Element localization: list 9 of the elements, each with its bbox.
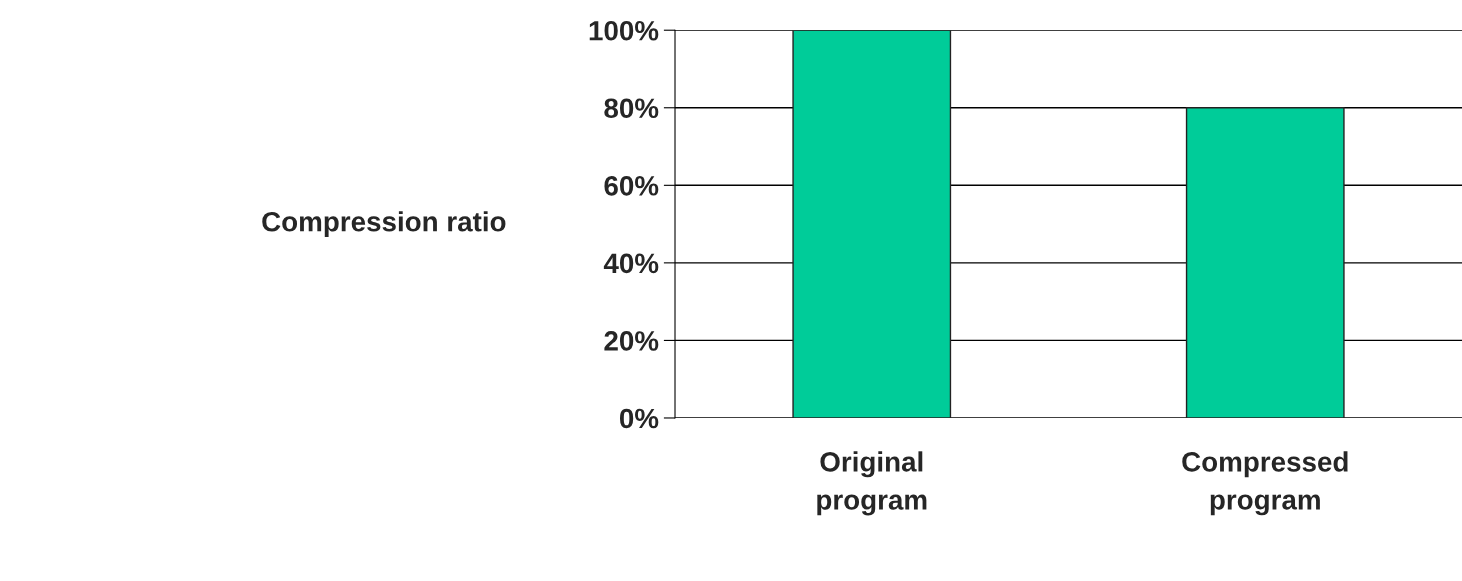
y-tick-label: 40%	[603, 253, 659, 274]
y-tick-label: 60%	[604, 175, 659, 196]
x-tick-label: Original program	[817, 451, 927, 516]
y-tick-label: 100%	[589, 20, 659, 41]
y-tick-label: 0%	[619, 408, 659, 429]
x-tick-label: Compressed program	[1182, 451, 1348, 516]
y-axis-title: Compression ratio	[262, 211, 506, 238]
y-tick-label: 20%	[604, 331, 659, 351]
y-tick-label: 80%	[604, 98, 659, 119]
